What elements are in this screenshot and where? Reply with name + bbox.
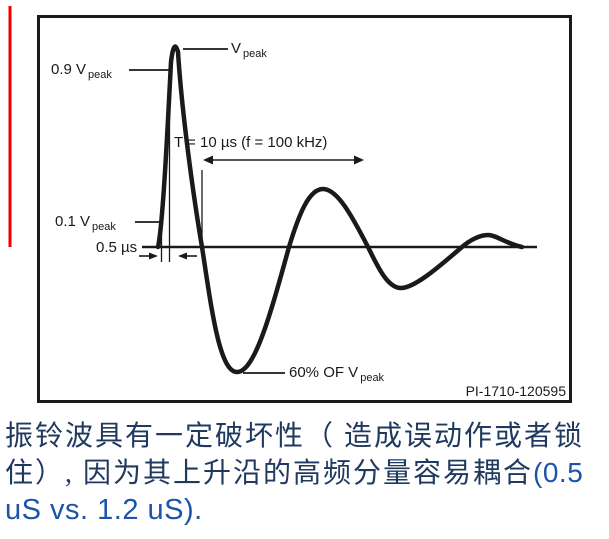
caption: 振铃波具有一定破坏性（ 造成误动作或者锁 住）, 因为其上升沿的高频分量容易耦合…: [5, 419, 609, 528]
caption-line-2-cn: 住）, 因为其上升沿的高频分量容易耦合: [5, 458, 534, 489]
label-01-vpeak-main: 0.1 V: [55, 213, 91, 230]
label-01-vpeak-sub: peak: [92, 221, 116, 233]
figure-id: PI-1710-120595: [465, 383, 566, 399]
period-arrow-left-head: [203, 155, 213, 165]
label-vpeak-main: V: [231, 40, 242, 57]
label-period: T = 10 µs (f = 100 kHz): [174, 134, 328, 151]
period-arrow-right-head: [354, 155, 364, 165]
waveform-curve: [155, 44, 525, 375]
label-09-vpeak-sub: peak: [88, 69, 112, 81]
caption-line-1: 振铃波具有一定破坏性（ 造成误动作或者锁: [5, 421, 585, 452]
figure-frame: [37, 15, 572, 403]
rise-arrow-right-head: [178, 252, 187, 260]
label-09-vpeak-main: 0.9 V: [51, 61, 87, 78]
rise-arrow-left-head: [149, 252, 158, 260]
label-rise-time: 0.5 µs: [96, 239, 138, 256]
change-bar: [8, 6, 12, 247]
caption-line-2: 住）, 因为其上升沿的高频分量容易耦合(0.5: [5, 455, 609, 492]
caption-line-2-en: (0.5: [533, 457, 584, 488]
label-undershoot-main: 60% OF V: [289, 364, 359, 381]
caption-line-3: uS vs. 1.2 uS).: [5, 494, 203, 526]
label-undershoot-sub: peak: [360, 372, 385, 384]
label-vpeak-sub: peak: [243, 48, 267, 60]
